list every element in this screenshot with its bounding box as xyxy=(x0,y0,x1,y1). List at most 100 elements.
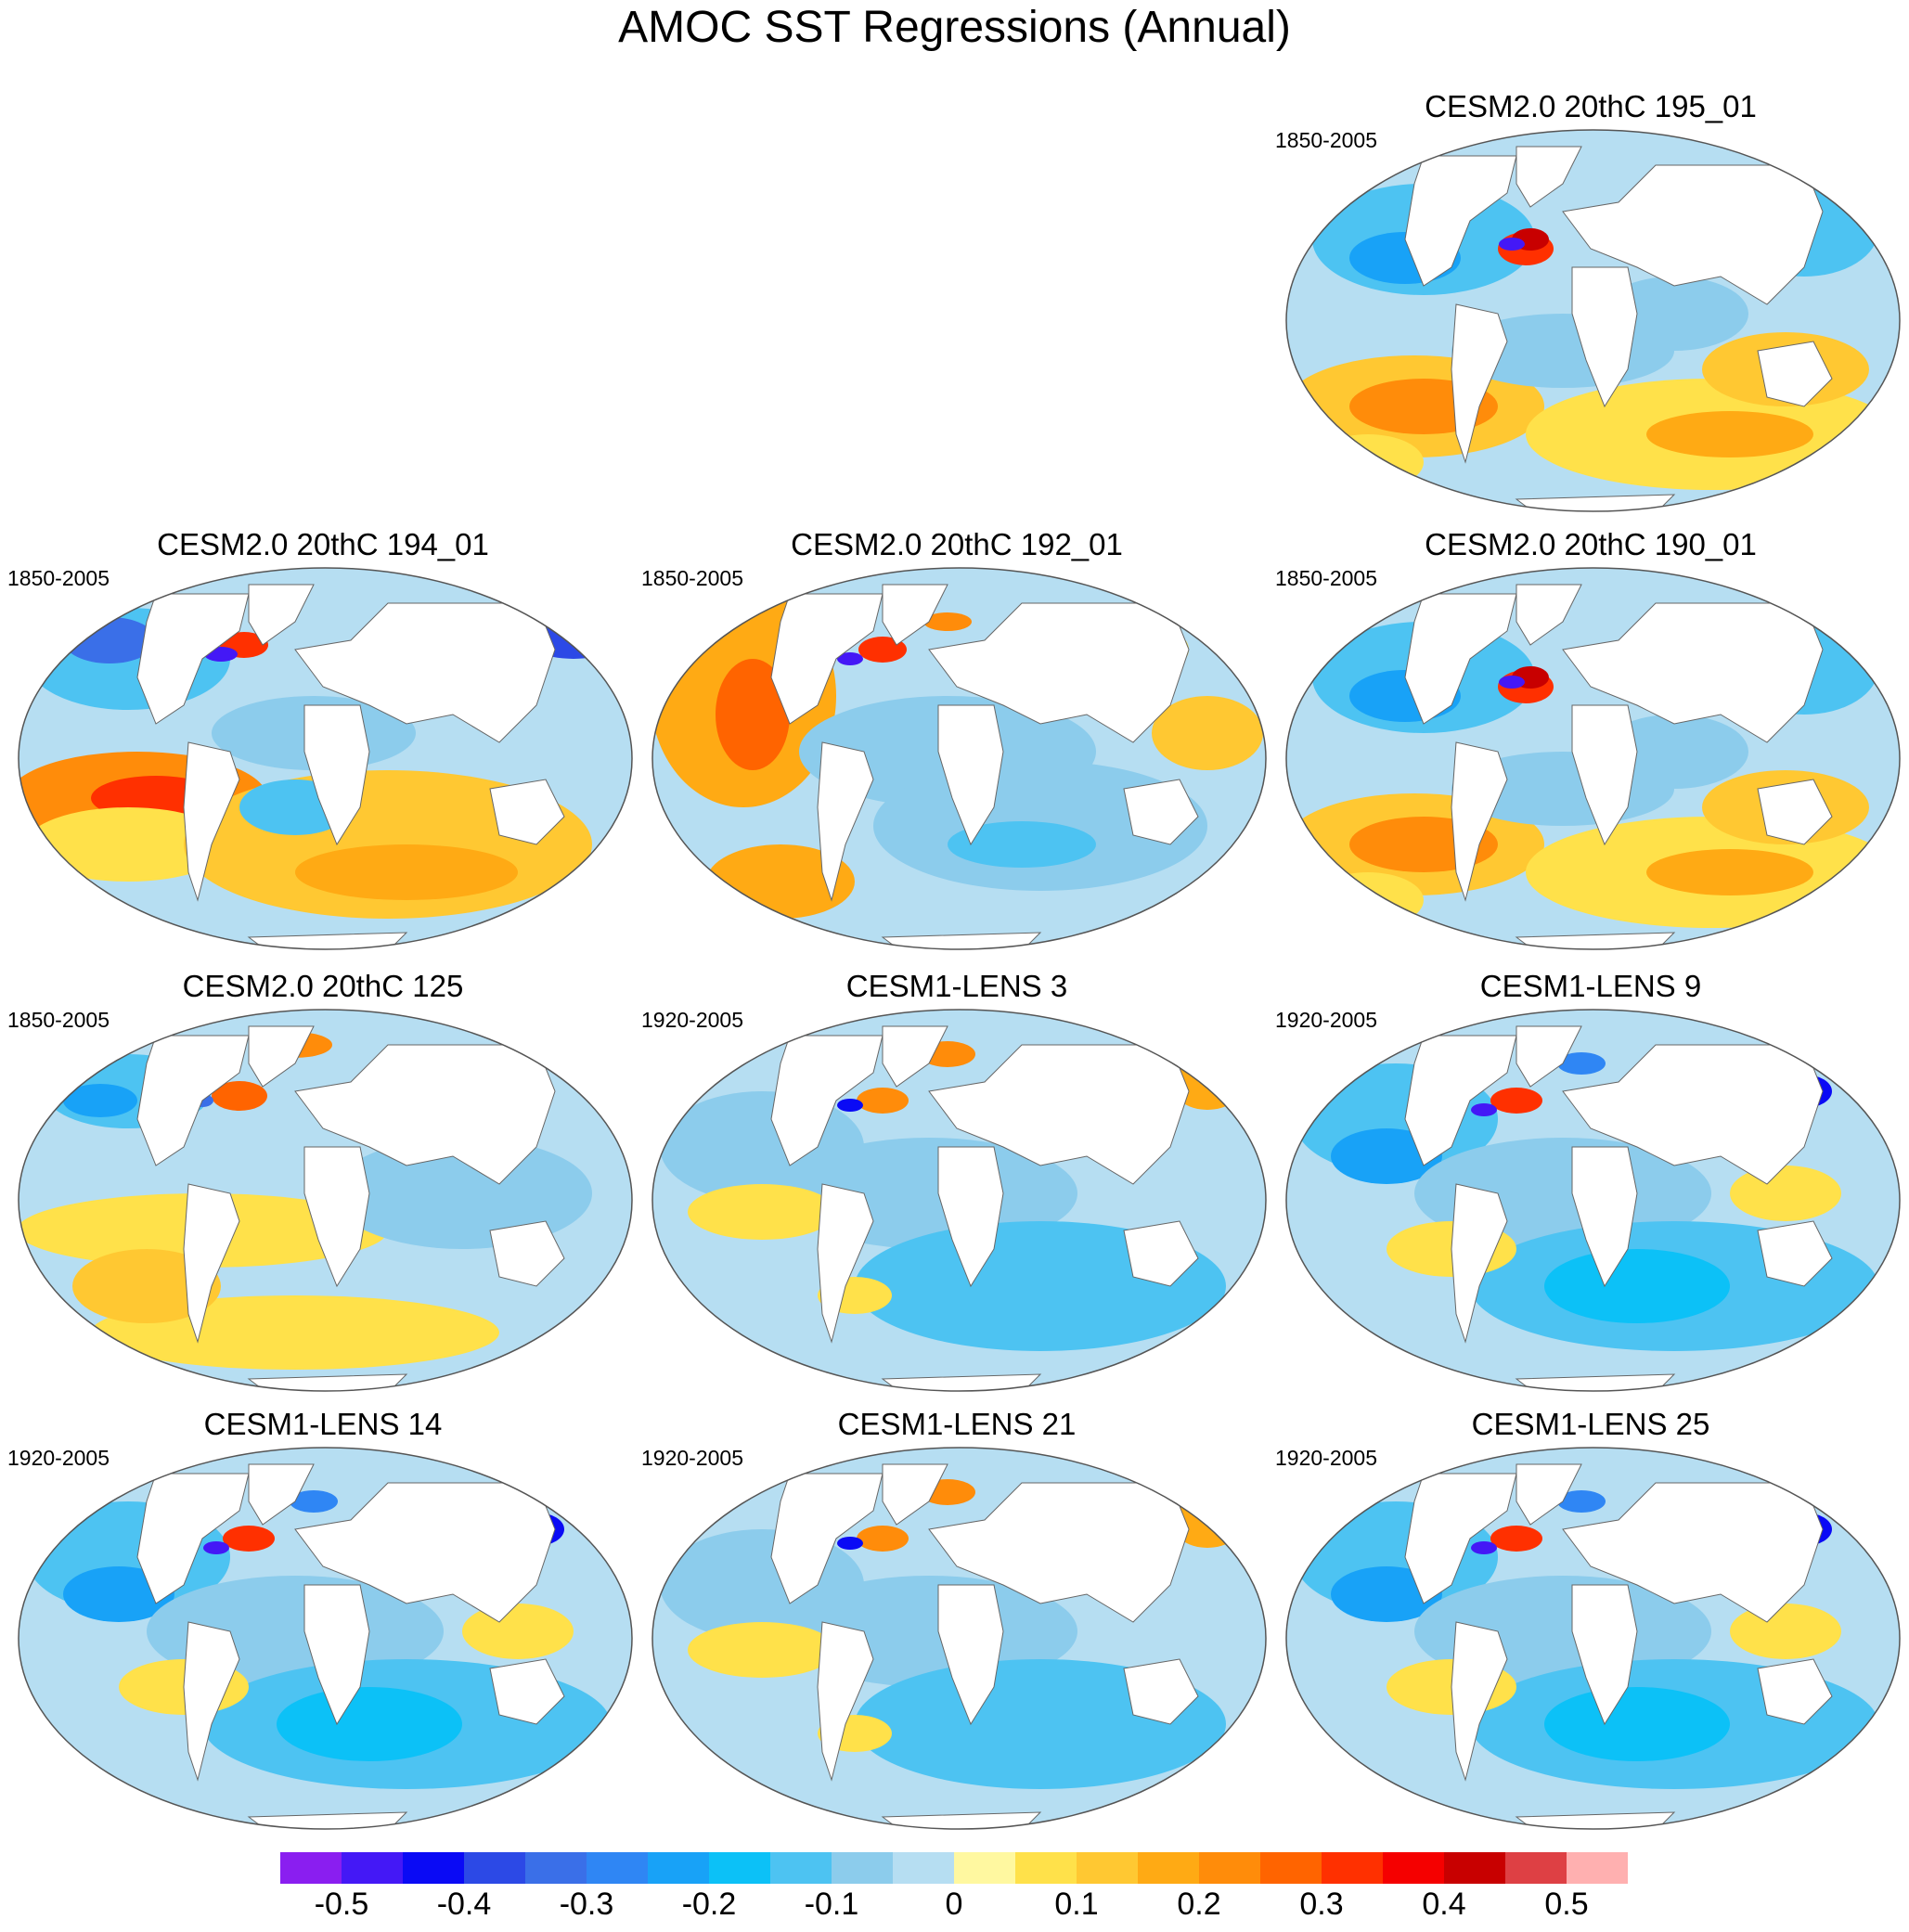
continent xyxy=(1516,146,1582,208)
sst-anomaly-blob xyxy=(857,1526,909,1552)
world-map-sst xyxy=(1285,567,1901,950)
world-map-sst xyxy=(1285,1447,1901,1830)
continent xyxy=(937,1146,1004,1288)
map-outline xyxy=(1285,129,1901,512)
panel-title: CESM1-LENS 21 xyxy=(837,1407,1077,1441)
colorbar-swatch xyxy=(648,1852,709,1884)
sst-anomaly-blob xyxy=(1730,1604,1841,1659)
continent xyxy=(136,1035,250,1166)
colorbar-swatch xyxy=(832,1852,893,1884)
sst-anomaly-blob xyxy=(688,1622,836,1678)
panel-title: CESM2.0 20thC 192_01 xyxy=(791,527,1123,561)
sst-anomaly-blob xyxy=(1600,715,1748,789)
panel-cesm1-lens-21: CESM1-LENS 21 1920-2005 xyxy=(641,1407,1272,1834)
continent xyxy=(248,1463,315,1526)
map-outline xyxy=(1285,1009,1901,1392)
colorbar-swatch xyxy=(709,1852,770,1884)
sst-anomaly-blob xyxy=(1646,849,1813,895)
sst-anomaly-blob xyxy=(1646,411,1813,457)
continent xyxy=(136,593,250,725)
world-map-sst xyxy=(1285,1009,1901,1392)
panel-cesm1-lens-3: CESM1-LENS 3 1920-2005 xyxy=(641,969,1272,1396)
colorbar-swatch xyxy=(1383,1852,1444,1884)
figure-title: AMOC SST Regressions (Annual) xyxy=(618,3,1291,52)
continent xyxy=(1571,266,1638,408)
continent xyxy=(248,584,315,646)
panel-title: CESM1-LENS 9 xyxy=(1479,969,1702,1003)
colorbar-swatch xyxy=(403,1852,464,1884)
ocean-field xyxy=(652,1010,1266,1391)
world-map-sst xyxy=(651,1447,1267,1830)
map-outline xyxy=(651,1009,1267,1392)
sst-anomaly-blob xyxy=(1471,1541,1497,1554)
colorbar-swatch xyxy=(342,1852,403,1884)
sst-anomaly-blob xyxy=(688,1184,836,1240)
world-map-sst xyxy=(651,1009,1267,1392)
panel-cesm2-125: CESM2.0 20thC 125 1850-2005 xyxy=(7,969,638,1396)
ocean-field xyxy=(652,568,1266,949)
sst-anomaly-blob xyxy=(837,1099,863,1112)
world-map-sst xyxy=(651,567,1267,950)
colorbar xyxy=(280,1852,1628,1884)
panel-cesm1-lens-25: CESM1-LENS 25 1920-2005 xyxy=(1275,1407,1906,1834)
sst-anomaly-blob xyxy=(332,1138,592,1249)
continent xyxy=(882,584,948,646)
panel-title: CESM2.0 20thC 194_01 xyxy=(157,527,489,561)
continent xyxy=(1451,741,1508,902)
continent xyxy=(294,1044,556,1185)
sst-anomaly-blob xyxy=(1490,1526,1542,1552)
continent xyxy=(770,1473,884,1604)
continent xyxy=(1451,303,1508,464)
continent xyxy=(303,704,370,846)
continent xyxy=(489,1658,565,1725)
colorbar-tick-label: -0.3 xyxy=(559,1887,614,1922)
continent xyxy=(1757,341,1833,407)
continent xyxy=(1757,1220,1833,1287)
sst-anomaly-blob xyxy=(26,807,230,882)
panel-period: 1850-2005 xyxy=(641,566,743,590)
panel-period: 1850-2005 xyxy=(7,1008,110,1032)
panel-period: 1920-2005 xyxy=(7,1446,110,1470)
panel-cesm1-lens-9: CESM1-LENS 9 1920-2005 xyxy=(1275,969,1906,1396)
panel-cesm2-194-01: CESM2.0 20thC 194_01 1850-2005 xyxy=(7,527,638,954)
panel-period: 1850-2005 xyxy=(1275,128,1377,152)
panel-cesm2-190-01: CESM2.0 20thC 190_01 1850-2005 xyxy=(1275,527,1906,954)
sst-anomaly-blob xyxy=(1312,434,1424,490)
sst-anomaly-blob xyxy=(72,1249,221,1323)
sst-anomaly-blob xyxy=(1490,1088,1542,1114)
sst-anomaly-blob xyxy=(1499,676,1525,689)
continent xyxy=(1516,1463,1582,1526)
map-outline xyxy=(651,1447,1267,1830)
panel-title: CESM2.0 20thC 195_01 xyxy=(1425,89,1757,123)
ocean-field xyxy=(19,1448,632,1829)
panel-title: CESM1-LENS 25 xyxy=(1471,1407,1710,1441)
sst-anomaly-blob xyxy=(857,1088,909,1114)
continent xyxy=(183,741,240,902)
colorbar-swatch xyxy=(1567,1852,1628,1884)
continent xyxy=(882,1463,948,1526)
map-outline xyxy=(18,567,633,950)
colorbar-swatch xyxy=(1444,1852,1505,1884)
continent xyxy=(1562,602,1824,743)
colorbar-swatch xyxy=(954,1852,1015,1884)
continent xyxy=(1571,704,1638,846)
continent xyxy=(1123,1658,1199,1725)
panel-title: CESM2.0 20thC 190_01 xyxy=(1425,527,1757,561)
world-map-sst xyxy=(1285,129,1901,512)
continent xyxy=(1516,584,1582,646)
continent xyxy=(248,1025,315,1088)
continent xyxy=(882,1025,948,1088)
ocean-field xyxy=(19,1010,632,1391)
colorbar-swatch xyxy=(464,1852,525,1884)
continent xyxy=(1451,1621,1508,1782)
panel-cesm1-lens-14: CESM1-LENS 14 1920-2005 xyxy=(7,1407,638,1834)
map-outline xyxy=(18,1009,633,1392)
sst-anomaly-blob xyxy=(1557,1490,1606,1513)
continent xyxy=(294,1482,556,1623)
sst-anomaly-blob xyxy=(1152,696,1263,770)
panel-cesm2-192-01: CESM2.0 20thC 192_01 1850-2005 xyxy=(641,527,1272,954)
sst-anomaly-blob xyxy=(858,637,907,663)
sst-anomaly-blob xyxy=(1557,1052,1606,1075)
sst-anomaly-blob xyxy=(290,1490,338,1513)
sst-anomaly-blob xyxy=(948,821,1096,868)
